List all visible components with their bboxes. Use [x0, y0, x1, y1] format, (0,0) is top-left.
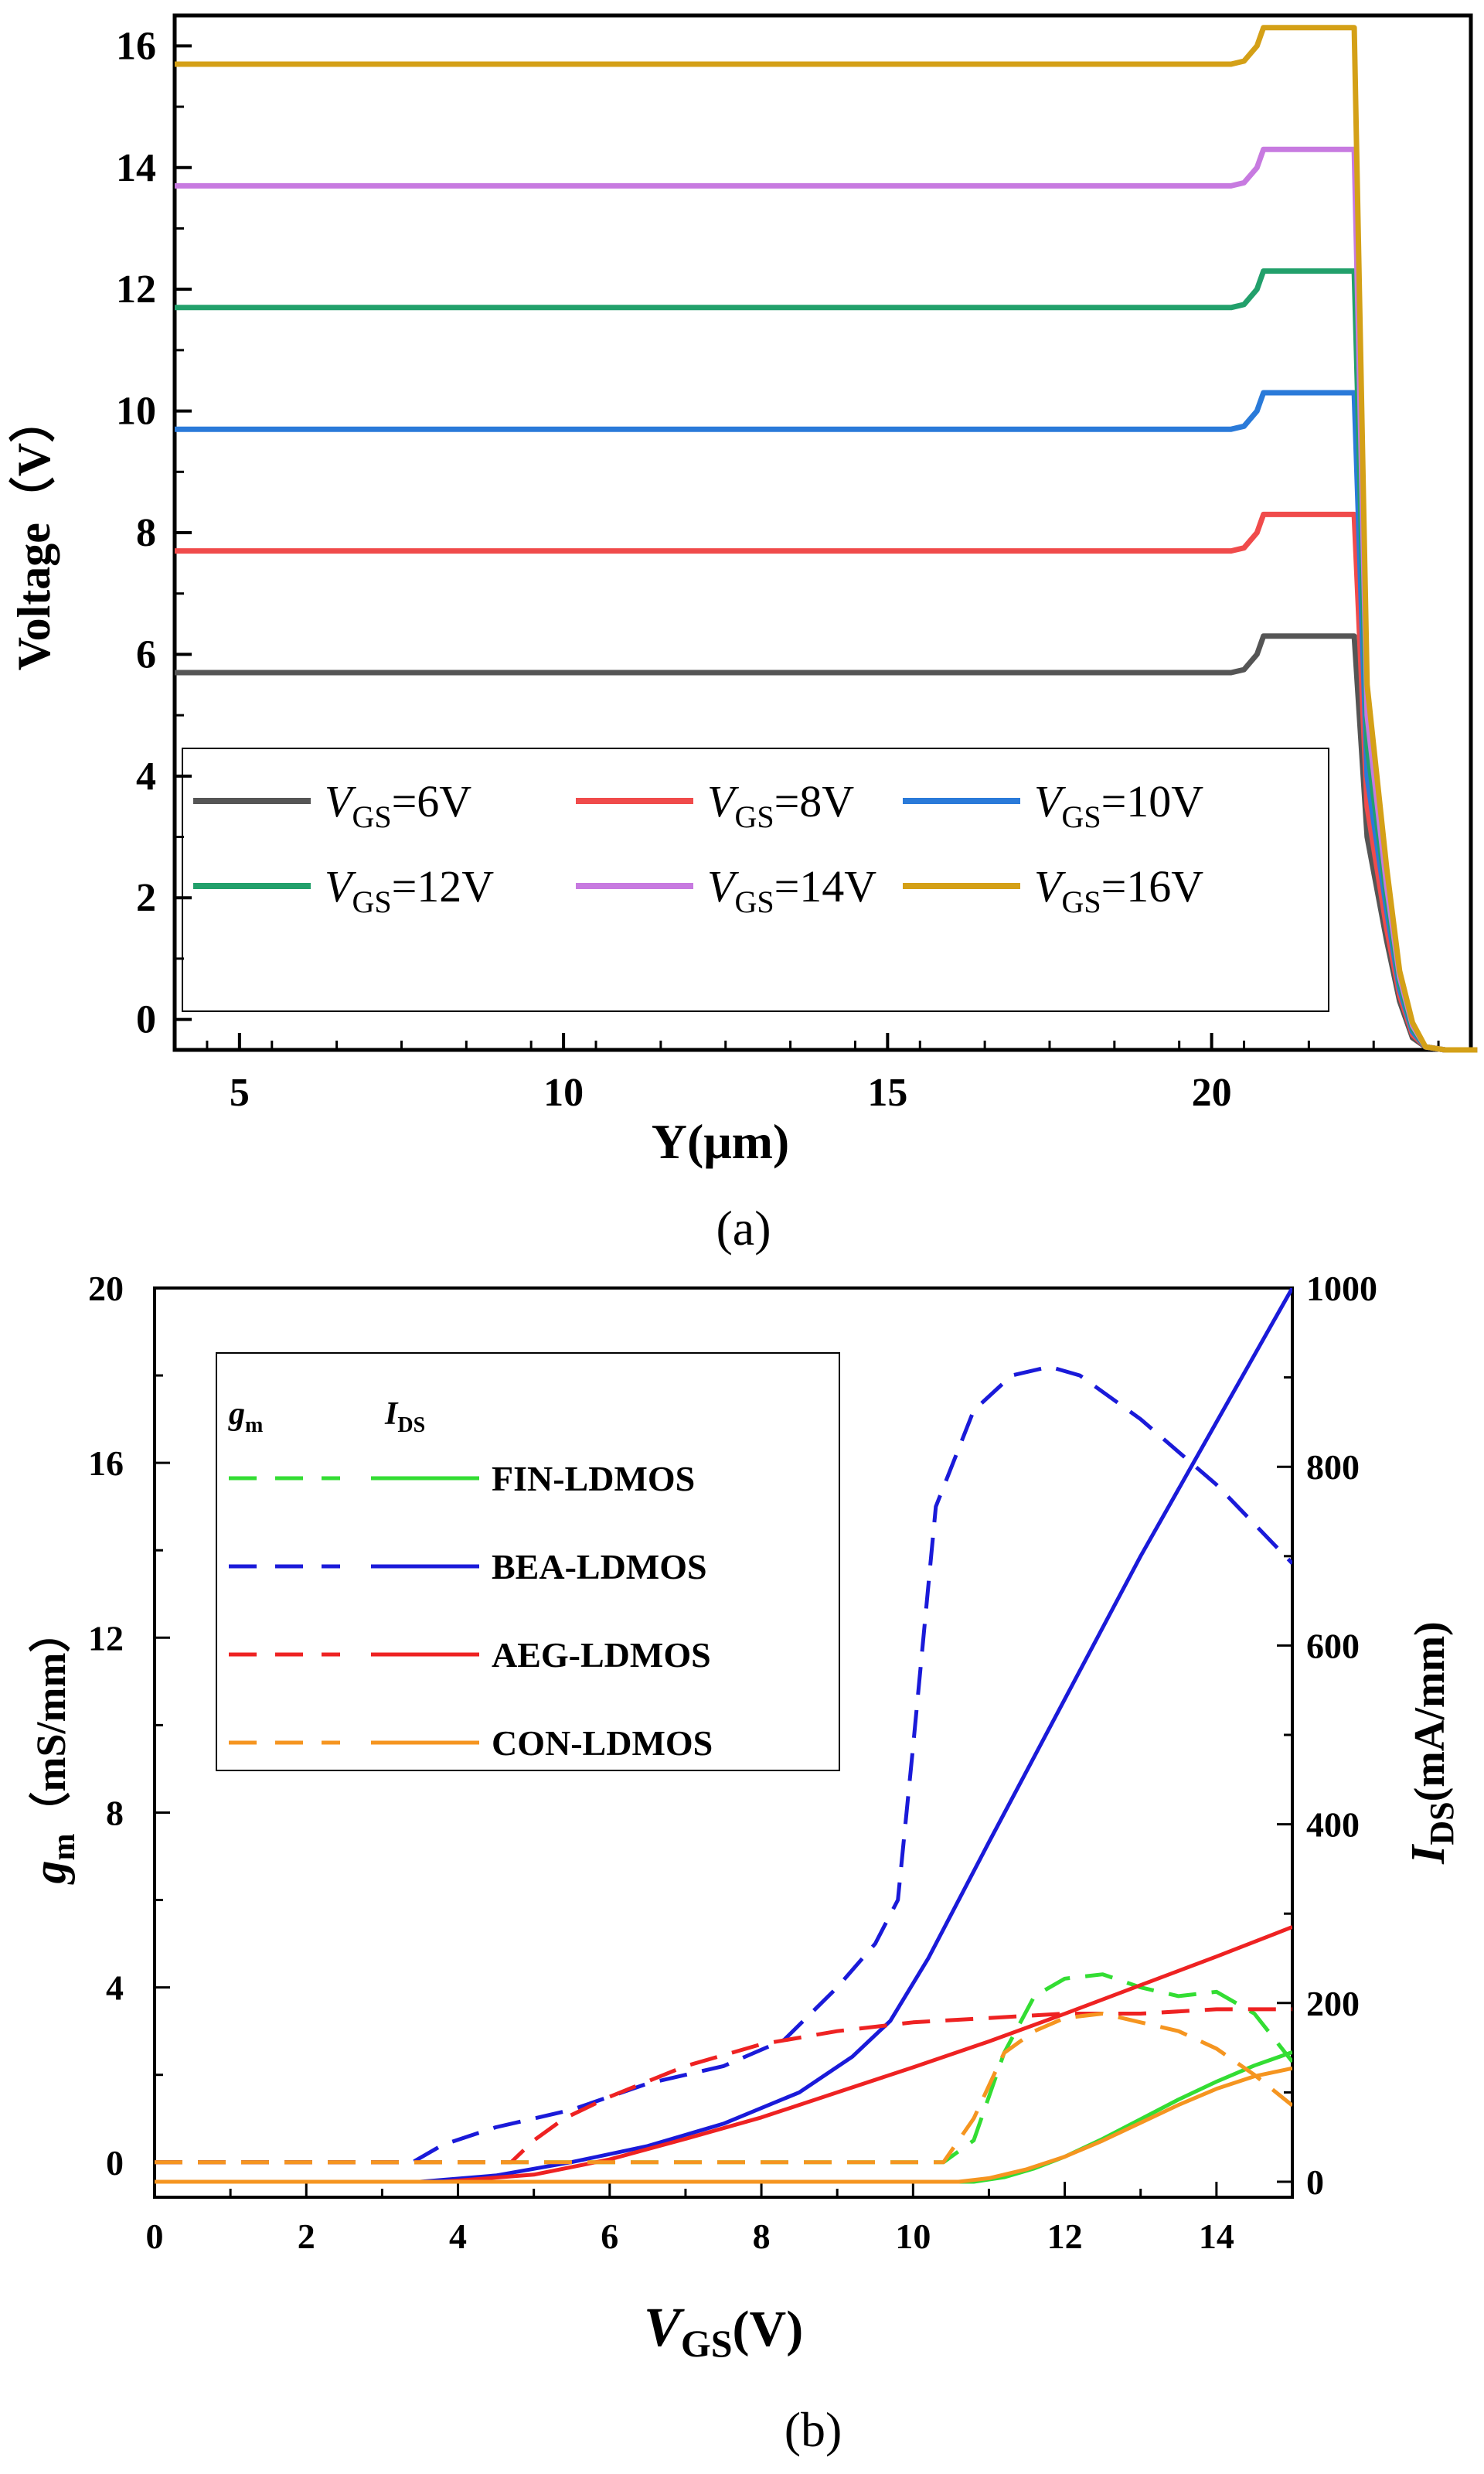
legend-label: VGS=12V [325, 861, 494, 919]
y-tick-label: 8 [136, 511, 156, 555]
left-y-tick-label: 4 [106, 1968, 124, 2008]
legend-label: CON-LDMOS [492, 1723, 713, 1763]
y-tick-label: 14 [116, 146, 156, 190]
left-y-tick-label: 12 [88, 1618, 124, 1658]
legend-label: VGS=10V [1034, 776, 1203, 834]
left-y-tick-label: 8 [106, 1793, 124, 1832]
panel-b-legend: gm IDS FIN-LDMOS BEA-LDMOS AEG-LDMOS CON-LD… [216, 1352, 840, 1771]
x-tick-label: 10 [543, 1071, 584, 1115]
legend-header-ids: IDS [384, 1396, 425, 1437]
panel-b-x-axis-label: VGS(V) [644, 2296, 803, 2365]
series-line-vgs-12v [175, 268, 1478, 1053]
series-line-vgs-10v [175, 390, 1478, 1053]
ids-line-bea-ldmos [155, 1288, 1292, 2184]
right-y-tick-label: 1000 [1306, 1269, 1377, 1308]
gm-line-fin-ldmos [155, 1972, 1292, 2165]
y-tick-label: 6 [136, 632, 156, 676]
x-tick-label: 4 [449, 2217, 467, 2256]
y-tick-label: 16 [116, 24, 156, 68]
ids-line-con-ldmos [155, 2066, 1292, 2184]
y-tick-label: 0 [136, 998, 156, 1042]
panel-b-series-lines [155, 1288, 1292, 2184]
y-tick-label: 2 [136, 876, 156, 920]
gm-line-con-ldmos [155, 2012, 1292, 2165]
right-y-tick-label: 200 [1306, 1984, 1360, 2023]
panel-a-legend: VGS=6V VGS=8V VGS=10V VGS=12V VGS=14V VGS=16V [182, 748, 1329, 1012]
x-tick-label: 15 [867, 1071, 907, 1115]
panel-a-voltage-chart: 5 10 15 20 0 2 4 6 8 10 12 14 16 VGS=6V VGS=8V VGS=10V… [8, 13, 1478, 1256]
panel-b-caption: (b) [785, 2402, 842, 2457]
x-tick-label: 8 [753, 2217, 771, 2256]
y-tick-label: 4 [136, 755, 156, 799]
legend-header-gm: gm [228, 1396, 263, 1437]
legend-label: BEA-LDMOS [492, 1547, 707, 1586]
panel-a-caption: (a) [716, 1201, 771, 1256]
panel-a-legend-box [182, 748, 1329, 1012]
legend-label: VGS=8V [707, 776, 854, 834]
legend-label: VGS=6V [325, 776, 471, 834]
x-tick-label: 2 [298, 2217, 315, 2256]
x-tick-label: 20 [1192, 1071, 1232, 1115]
x-tick-label: 12 [1047, 2217, 1083, 2256]
legend-label: FIN-LDMOS [492, 1459, 695, 1498]
ids-line-aeg-ldmos [155, 1925, 1292, 2184]
legend-label: VGS=14V [707, 861, 876, 919]
panel-b-right-y-axis-label: IDS(mA/mm) [1402, 1621, 1461, 1865]
panel-a-axis-ticks: 5 10 15 20 0 2 4 6 8 10 12 14 16 [116, 24, 1440, 1115]
left-y-tick-label: 0 [106, 2143, 124, 2183]
left-y-tick-label: 16 [88, 1443, 124, 1483]
panel-b-legend-box [216, 1352, 840, 1771]
y-tick-label: 12 [116, 268, 156, 312]
gm-line-aeg-ldmos [155, 2007, 1292, 2165]
left-y-tick-label: 20 [88, 1269, 124, 1308]
x-tick-label: 10 [895, 2217, 931, 2256]
right-y-tick-label: 400 [1306, 1805, 1360, 1845]
x-tick-label: 5 [230, 1071, 250, 1115]
right-y-tick-label: 800 [1306, 1447, 1360, 1487]
panel-a-series-lines [175, 25, 1478, 1053]
legend-label: AEG-LDMOS [492, 1635, 711, 1675]
panel-b-left-y-axis-label: gm（mS/mm） [24, 1611, 82, 1886]
series-line-vgs-16v [175, 25, 1478, 1053]
right-y-tick-label: 600 [1306, 1626, 1360, 1665]
panel-a-y-axis-label: Voltage（V） [8, 397, 60, 670]
x-tick-label: 6 [601, 2217, 618, 2256]
legend-label: VGS=16V [1034, 861, 1203, 919]
x-tick-label: 0 [146, 2217, 164, 2256]
panel-b-plot-frame [153, 1286, 1294, 2199]
right-y-tick-label: 0 [1306, 2162, 1324, 2202]
series-line-vgs-6v [175, 633, 1478, 1053]
gm-line-bea-ldmos [155, 1365, 1292, 2165]
x-tick-label: 14 [1199, 2217, 1234, 2256]
panel-a-x-axis-label: Y(μm) [652, 1114, 789, 1169]
y-tick-label: 10 [116, 390, 156, 434]
